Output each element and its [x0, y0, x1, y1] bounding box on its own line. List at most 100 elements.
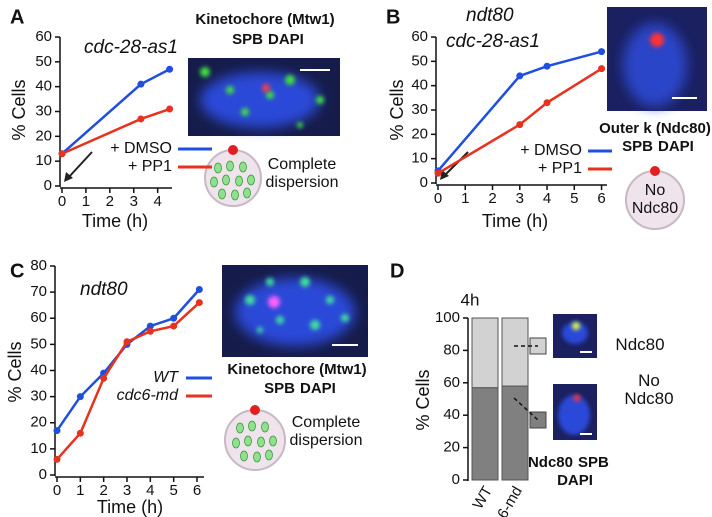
data-point — [543, 62, 551, 70]
y-tick-label: 60 — [411, 28, 428, 45]
legend-label: Ndc80 — [615, 335, 665, 354]
data-point — [76, 429, 84, 437]
panel-letter: C — [10, 260, 24, 282]
legend-swatch — [529, 411, 547, 429]
y-tick-label: 10 — [411, 150, 428, 167]
data-point — [195, 286, 203, 294]
y-tick-label: 30 — [411, 101, 428, 118]
legend-label: WT — [153, 369, 179, 386]
legend-label: + PP1 — [538, 160, 582, 177]
x-axis-label: Time (h) — [82, 211, 148, 231]
arrow — [67, 151, 93, 179]
y-tick-label: 50 — [411, 52, 428, 69]
x-tick-label: 2 — [106, 193, 114, 210]
icon-label: Complete dispersion — [289, 414, 363, 449]
y-tick-label: 60 — [443, 374, 460, 391]
data-point — [598, 48, 606, 56]
no-ndc80-icon — [625, 166, 685, 230]
panel-letter: D — [390, 260, 404, 282]
y-tick-label: 0 — [39, 466, 47, 483]
legend-label: + PP1 — [128, 158, 172, 175]
data-point — [123, 338, 131, 346]
data-point — [53, 427, 61, 435]
x-tick-label: 1 — [82, 193, 90, 210]
y-tick-label: 100 — [435, 309, 460, 326]
panel-letter: A — [10, 6, 24, 28]
image-label: SPB — [622, 138, 653, 155]
data-point — [170, 314, 178, 322]
x-axis-label: Time (h) — [97, 497, 163, 517]
data-point — [166, 105, 174, 113]
x-tick-label: 6 — [193, 482, 201, 499]
image-label: Ndc80 — [528, 454, 573, 471]
bar-segment — [501, 317, 529, 387]
image-label: SPB — [264, 380, 295, 397]
y-tick-label: 0 — [44, 177, 52, 194]
x-tick-label: 3 — [130, 193, 138, 210]
y-tick-label: 60 — [35, 28, 52, 45]
legend-label: + DMSO — [520, 142, 582, 159]
image-label: DAPI — [300, 380, 336, 397]
image-label: SPB — [578, 454, 609, 471]
y-tick-label: 0 — [420, 174, 428, 191]
y-tick-label: 70 — [30, 283, 47, 300]
legend-label: cdc6-md — [117, 387, 179, 404]
y-axis-label: % Cells — [9, 79, 29, 140]
y-axis-label: % Cells — [387, 79, 407, 140]
x-tick-label: 4 — [153, 193, 161, 210]
data-point — [170, 322, 178, 330]
panel-letter: B — [386, 6, 400, 28]
y-tick-label: 40 — [443, 406, 460, 423]
x-tick-label: 1 — [461, 190, 469, 207]
series-line — [437, 67, 603, 175]
y-tick-label: 10 — [30, 440, 47, 457]
bar-segment — [471, 317, 499, 389]
x-tick-label: 3 — [516, 190, 524, 207]
micrograph — [188, 58, 340, 136]
y-tick-label: 80 — [30, 257, 47, 274]
arrow-head — [440, 170, 449, 180]
data-point — [598, 65, 606, 73]
series-line — [55, 288, 201, 432]
y-tick-label: 20 — [443, 439, 460, 456]
x-tick-label: 6 — [597, 190, 605, 207]
dispersion-icon — [224, 405, 286, 471]
data-point — [137, 80, 145, 88]
image-label: Kinetochore (Mtw1) — [195, 11, 334, 28]
image-label: SPB — [232, 31, 263, 48]
micrograph — [607, 7, 707, 111]
data-point — [53, 455, 61, 463]
y-tick-label: 40 — [411, 77, 428, 94]
chart-title: cdc-28-as1 — [84, 37, 178, 58]
chart-title: cdc-28-as1 — [446, 31, 540, 52]
x-axis-label: Time (h) — [482, 211, 548, 231]
series-line — [437, 50, 602, 172]
y-tick-label: 40 — [35, 78, 52, 95]
legend-label: No Ndc80 — [624, 371, 674, 408]
legend-label: + DMSO — [110, 140, 172, 157]
bar-segment — [471, 387, 499, 481]
data-point — [166, 65, 174, 73]
micrograph — [222, 265, 368, 357]
chart-title: 4h — [461, 290, 480, 309]
chart-title: ndt80 — [80, 279, 128, 300]
y-tick-label: 20 — [411, 125, 428, 142]
image-label: DAPI — [557, 472, 593, 489]
chart-title: ndt80 — [466, 5, 514, 26]
data-point — [146, 327, 154, 335]
x-tick-label: WT — [470, 483, 496, 512]
y-axis-label: % Cells — [413, 369, 433, 430]
data-point — [434, 169, 442, 177]
data-point — [516, 72, 524, 80]
x-tick-label: 1 — [76, 482, 84, 499]
y-tick-label: 0 — [452, 471, 460, 488]
x-tick-label: 4 — [146, 482, 154, 499]
data-point — [146, 322, 154, 330]
micrograph — [553, 314, 597, 440]
y-tick-label: 50 — [30, 335, 47, 352]
y-tick-label: 20 — [35, 127, 52, 144]
data-point — [100, 374, 108, 382]
x-tick-label: 0 — [434, 190, 442, 207]
